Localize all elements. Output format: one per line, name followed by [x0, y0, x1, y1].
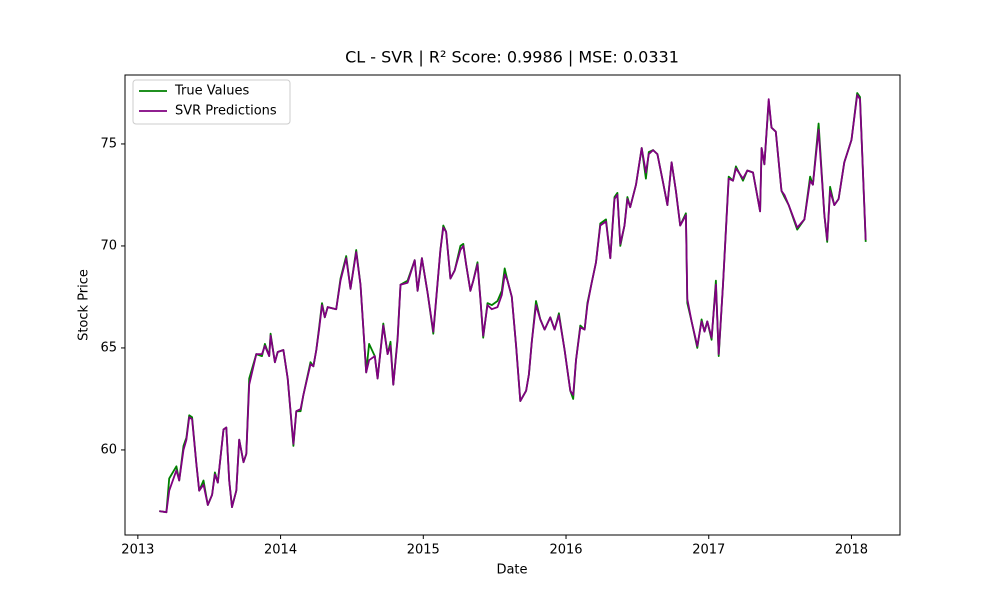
y-tick-label: 65	[100, 340, 117, 355]
legend-label: True Values	[174, 84, 249, 99]
y-tick-label: 70	[100, 238, 117, 253]
x-tick-label: 2015	[407, 543, 440, 558]
x-tick-label: 2013	[121, 543, 154, 558]
x-tick-label: 2017	[692, 543, 725, 558]
x-tick-label: 2014	[264, 543, 297, 558]
legend-box	[132, 79, 291, 125]
chart-title: CL - SVR | R² Score: 0.9986 | MSE: 0.033…	[345, 48, 679, 67]
y-tick-label: 75	[100, 136, 117, 151]
legend-label: SVR Predictions	[175, 104, 277, 119]
plot-frame	[124, 74, 901, 536]
x-tick-label: 2016	[549, 543, 582, 558]
x-axis-label: Date	[496, 563, 527, 578]
x-tick-label: 2018	[835, 543, 868, 558]
y-axis-label: Stock Price	[77, 269, 92, 341]
line	[159, 94, 867, 514]
y-tick-label: 60	[100, 442, 117, 457]
